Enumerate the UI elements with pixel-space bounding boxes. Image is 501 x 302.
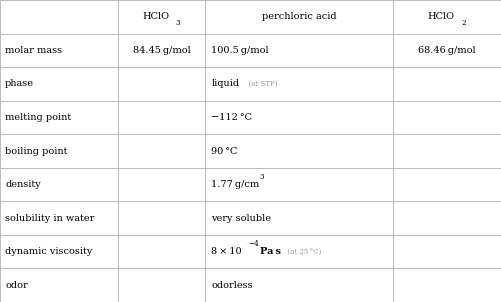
Text: very soluble: very soluble [211, 214, 272, 223]
Text: 90 °C: 90 °C [211, 146, 238, 156]
Text: boiling point: boiling point [5, 146, 68, 156]
Text: HClO: HClO [428, 12, 454, 21]
Text: phase: phase [5, 79, 34, 88]
Text: 8 × 10: 8 × 10 [211, 247, 242, 256]
Text: (at 25 °C): (at 25 °C) [286, 248, 321, 256]
Text: density: density [5, 180, 41, 189]
Text: 3: 3 [175, 19, 180, 27]
Text: melting point: melting point [5, 113, 71, 122]
Text: perchloric acid: perchloric acid [262, 12, 337, 21]
Text: odor: odor [5, 281, 28, 290]
Text: molar mass: molar mass [5, 46, 62, 55]
Text: 84.45 g/mol: 84.45 g/mol [133, 46, 190, 55]
Text: solubility in water: solubility in water [5, 214, 94, 223]
Text: −112 °C: −112 °C [211, 113, 253, 122]
Text: HClO: HClO [142, 12, 169, 21]
Text: 3: 3 [260, 173, 264, 181]
Text: liquid: liquid [211, 79, 239, 88]
Text: Pa s: Pa s [258, 247, 281, 256]
Text: 68.46 g/mol: 68.46 g/mol [418, 46, 476, 55]
Text: odorless: odorless [211, 281, 253, 290]
Text: −4: −4 [248, 240, 259, 248]
Text: (at STP): (at STP) [244, 80, 278, 88]
Text: 2: 2 [461, 19, 466, 27]
Text: dynamic viscosity: dynamic viscosity [5, 247, 92, 256]
Text: 100.5 g/mol: 100.5 g/mol [211, 46, 269, 55]
Text: 1.77 g/cm: 1.77 g/cm [211, 180, 260, 189]
